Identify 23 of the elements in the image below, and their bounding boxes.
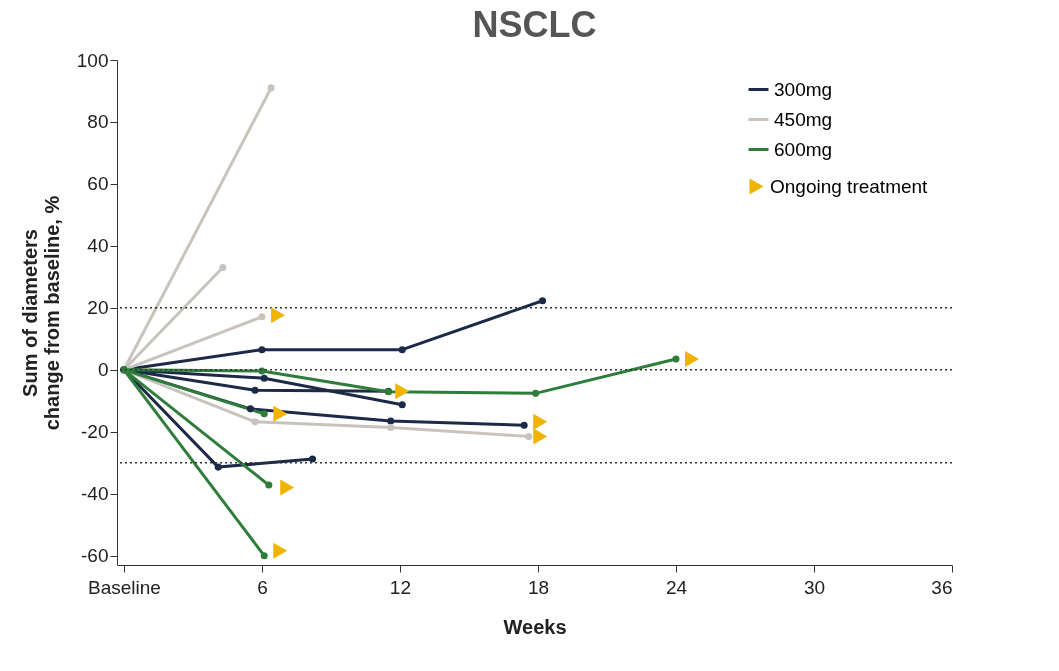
- x-tick-label: 30: [803, 576, 826, 598]
- x-tick-label: Baseline: [87, 576, 161, 598]
- y-tick-label: 0: [97, 359, 109, 381]
- legend-label: 600mg: [774, 138, 833, 160]
- x-tick-label: 18: [527, 576, 550, 598]
- x-axis-title: Weeks: [503, 615, 567, 638]
- legend-label: Ongoing treatment: [770, 175, 929, 197]
- y-tick-label: 100: [76, 49, 109, 71]
- chart-title: NSCLC: [472, 4, 597, 45]
- x-tick-label: 6: [257, 576, 268, 598]
- y-tick-label: 60: [87, 173, 109, 195]
- y-tick-label: 20: [87, 297, 109, 319]
- legend-label: 450mg: [774, 108, 833, 130]
- y-axis-title: Sum of diameters change from baseline, %: [18, 195, 63, 431]
- x-tick-label: 36: [931, 576, 953, 598]
- y-tick-label: -20: [81, 421, 109, 443]
- y-tick-label: -40: [81, 483, 109, 505]
- x-tick-label: 12: [389, 576, 411, 598]
- y-tick-label: 40: [87, 235, 109, 257]
- y-tick-label: -60: [81, 545, 109, 567]
- legend-label: 300mg: [774, 78, 833, 100]
- y-tick-label: 80: [87, 111, 109, 133]
- x-tick-label: 24: [665, 576, 688, 598]
